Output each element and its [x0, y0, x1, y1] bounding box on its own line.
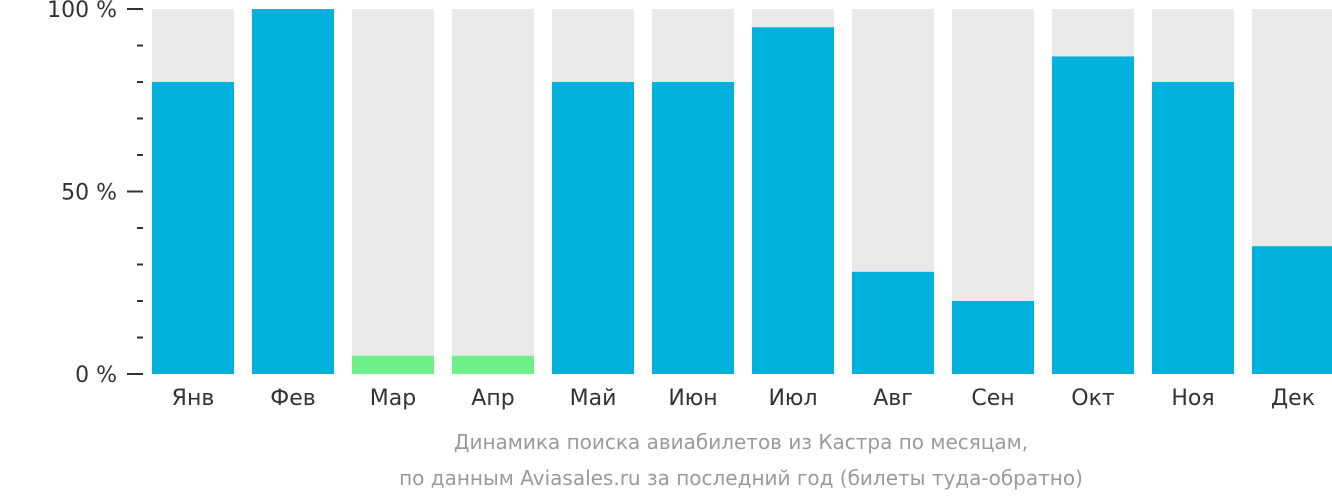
bars — [152, 9, 1332, 374]
bar — [1052, 56, 1134, 374]
bar — [552, 82, 634, 374]
x-tick-label: Янв — [172, 386, 215, 411]
bar-background — [352, 9, 434, 374]
bar — [852, 271, 934, 374]
bar — [1252, 246, 1332, 374]
x-tick-label: Сен — [971, 386, 1014, 411]
x-tick-label: Авг — [873, 386, 913, 411]
bar-background — [452, 9, 534, 374]
bar — [352, 355, 434, 374]
x-tick-label: Апр — [471, 386, 514, 411]
y-tick-label: 0 % — [75, 363, 117, 388]
bar — [252, 9, 334, 374]
x-tick-label: Июл — [768, 386, 817, 411]
x-axis-labels: Янв Фев Мар Апр Май Июн Июл Авг Сен Окт Ноя Дек — [172, 386, 1315, 411]
chart-caption-line-1: Динамика поиска авиабилетов из Кастра по… — [453, 430, 1029, 454]
bar-chart: 0 % 50 % 100 % Янв Фев Мар Апр Май Июн Июл Авг Сен… — [47, 0, 1332, 411]
bar — [1152, 82, 1234, 374]
y-tick-label: 50 % — [61, 181, 117, 206]
y-axis: 0 % 50 % 100 % — [47, 0, 143, 388]
bar — [152, 82, 234, 374]
y-tick-label: 100 % — [47, 0, 117, 23]
chart-caption-line-2: по данным Aviasales.ru за последний год … — [399, 466, 1083, 490]
bar — [452, 355, 534, 374]
x-tick-label: Окт — [1071, 386, 1115, 411]
x-tick-label: Май — [570, 386, 617, 411]
x-tick-label: Дек — [1271, 386, 1315, 411]
x-tick-label: Мар — [370, 386, 416, 411]
bar — [952, 301, 1034, 374]
x-tick-label: Фев — [270, 386, 315, 411]
bar — [652, 82, 734, 374]
bar — [752, 27, 834, 374]
x-tick-label: Июн — [668, 386, 717, 411]
x-tick-label: Ноя — [1171, 386, 1214, 411]
